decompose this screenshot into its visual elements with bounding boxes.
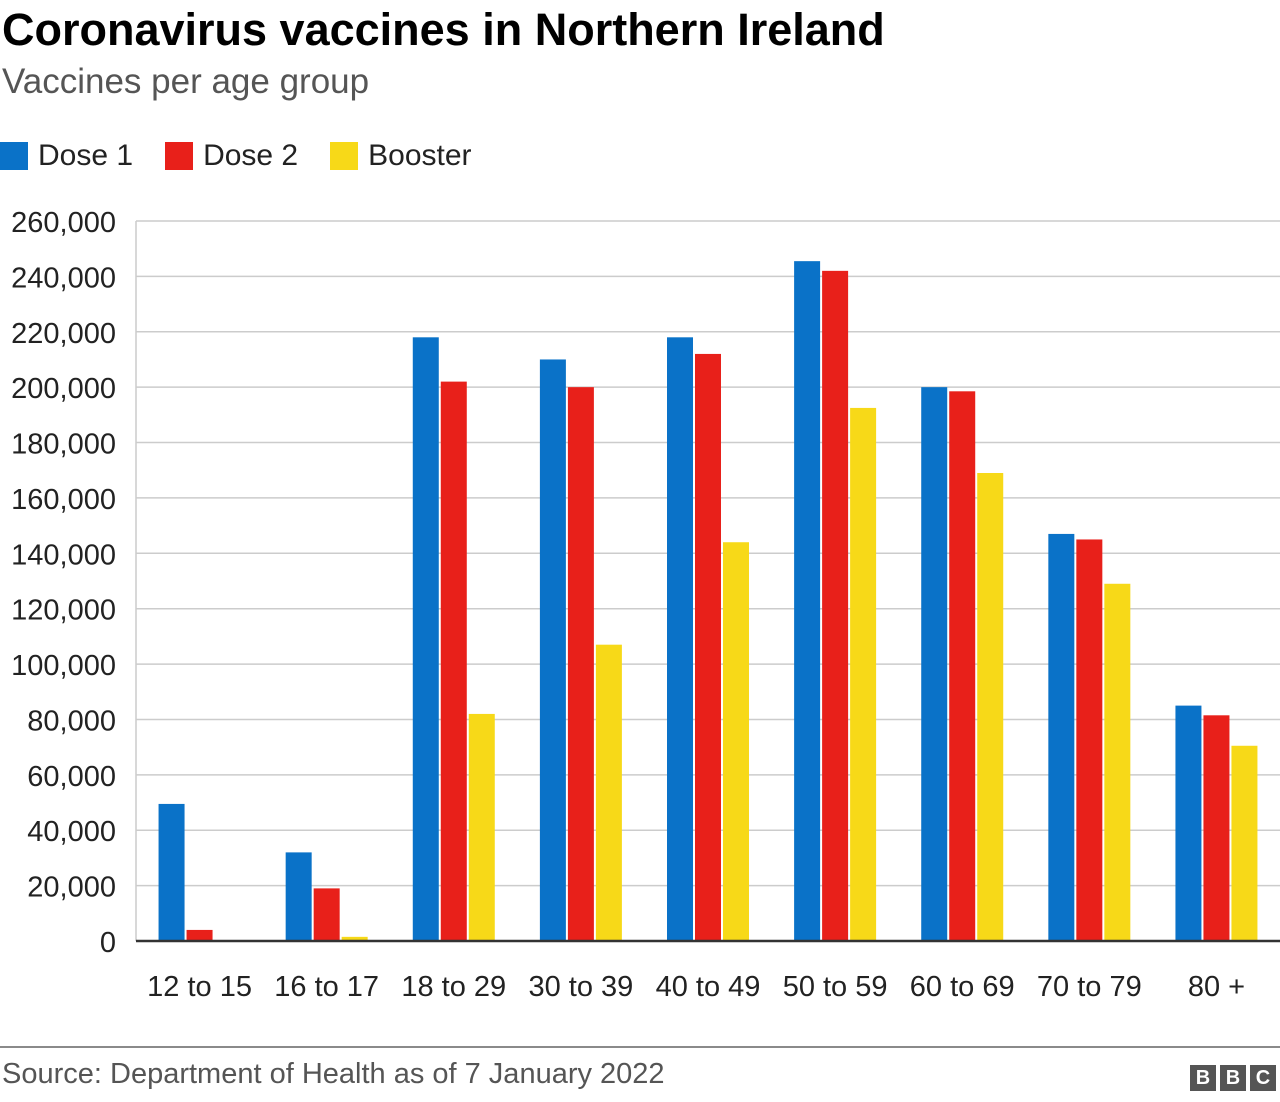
chart-subtitle: Vaccines per age group [2,62,370,101]
legend-label-dose-2: Dose 2 [203,139,299,172]
x-tick-label: 12 to 15 [147,971,252,1003]
bar-dose-1-40-to-49 [667,337,693,941]
x-tick-label: 16 to 17 [274,971,379,1003]
legend-label-dose-1: Dose 1 [38,139,134,172]
bbc-logo-letter: B [1190,1065,1216,1091]
bar-dose-2-60-to-69 [949,391,976,941]
legend-swatch-booster [330,142,359,170]
chart-title: Coronavirus vaccines in Northern Ireland [2,4,885,55]
bar-dose-2-30-to-39 [567,387,594,942]
bbc-logo: B B C [1190,1065,1276,1091]
bar-dose-2-12-to-15 [186,929,213,941]
y-tick-label: 100,000 [11,650,116,682]
x-tick-label: 70 to 79 [1037,971,1142,1003]
y-tick-label: 20,000 [27,872,116,904]
y-tick-label: 80,000 [27,705,116,737]
legend-swatch-dose-2 [165,142,194,170]
bar-dose-1-80 [1175,705,1202,941]
bar-dose-2-40-to-49 [695,353,721,941]
legend-item-dose-1: Dose 1 [0,139,133,173]
bar-chart: 0 20,000 40,000 60,000 80,000 100,000 120,000 1… [11,207,1280,1003]
footer-divider [0,1046,1280,1048]
source-note: Source: Department of Health as of 7 Jan… [2,1058,665,1090]
legend-swatch-dose-1 [0,142,28,170]
bar-dose-1-18-to-29 [412,337,439,941]
bar-dose-2-16-to-17 [313,888,340,941]
bar-booster-18-to-29 [468,713,495,941]
bar-booster-50-to-59 [850,407,877,941]
bbc-logo-letter: C [1250,1065,1276,1091]
legend-item-dose-2: Dose 2 [165,139,298,173]
x-tick-label: 30 to 39 [528,971,633,1003]
bar-booster-16-to-17 [341,936,368,941]
x-tick-label: 18 to 29 [401,971,506,1003]
bar-dose-2-80 [1203,715,1230,941]
y-tick-label: 260,000 [11,207,116,239]
y-tick-label: 200,000 [11,373,116,405]
y-tick-label: 120,000 [11,595,116,627]
bar-dose-1-16-to-17 [285,852,312,941]
y-tick-label: 60,000 [27,761,116,793]
y-tick-label: 220,000 [11,318,116,350]
x-tick-label: 50 to 59 [783,971,888,1003]
bar-dose-2-18-to-29 [440,381,467,942]
y-tick-label: 180,000 [11,429,116,461]
bbc-logo-letter: B [1220,1065,1246,1091]
bar-dose-1-12-to-15 [158,803,185,941]
bar-dose-2-70-to-79 [1076,539,1103,941]
bar-booster-30-to-39 [595,644,622,941]
bar-dose-1-50-to-59 [794,261,821,942]
legend-label-booster: Booster [368,139,472,172]
x-tick-label: 80 + [1188,971,1245,1003]
y-tick-label: 240,000 [11,262,116,294]
bar-dose-1-70-to-79 [1048,533,1075,941]
x-tick-label: 40 to 49 [656,971,761,1003]
y-tick-label: 140,000 [11,539,116,571]
bar-dose-1-30-to-39 [539,359,566,941]
bar-booster-80 [1231,745,1258,941]
bar-booster-70-to-79 [1104,583,1131,941]
y-tick-label: 0 [100,927,116,959]
y-tick-label: 160,000 [11,484,116,516]
x-tick-label: 60 to 69 [910,971,1015,1003]
bar-dose-1-60-to-69 [921,387,948,942]
bar-booster-60-to-69 [977,473,1004,941]
bar-booster-40-to-49 [723,542,749,941]
legend: Dose 1 Dose 2 Booster [0,136,504,176]
y-tick-label: 40,000 [27,816,116,848]
bar-dose-2-50-to-59 [822,270,849,941]
legend-item-booster: Booster [330,139,472,173]
